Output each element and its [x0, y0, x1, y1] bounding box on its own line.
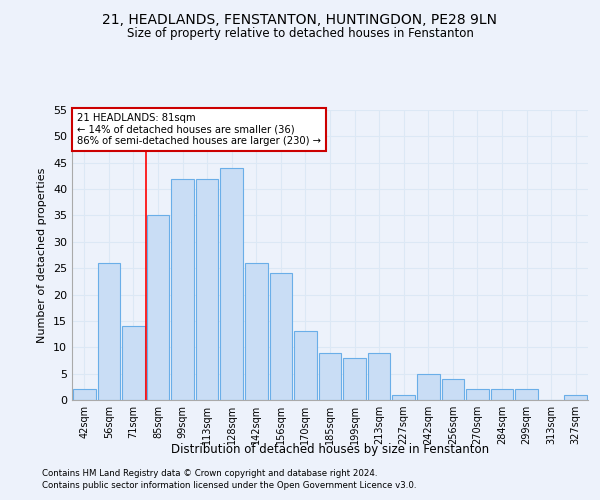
Bar [343, 358, 366, 400]
Text: Contains HM Land Registry data © Crown copyright and database right 2024.: Contains HM Land Registry data © Crown c… [42, 468, 377, 477]
Bar [98, 263, 120, 400]
Bar [269, 274, 292, 400]
Bar [294, 332, 317, 400]
Bar [392, 394, 415, 400]
Bar [196, 178, 218, 400]
Text: Size of property relative to detached houses in Fenstanton: Size of property relative to detached ho… [127, 28, 473, 40]
Bar [491, 390, 514, 400]
Bar [73, 390, 95, 400]
Bar [565, 394, 587, 400]
Bar [146, 216, 169, 400]
Bar [245, 263, 268, 400]
Bar [417, 374, 440, 400]
Bar [122, 326, 145, 400]
Bar [466, 390, 489, 400]
Bar [319, 352, 341, 400]
Bar [171, 178, 194, 400]
Bar [220, 168, 243, 400]
Text: Distribution of detached houses by size in Fenstanton: Distribution of detached houses by size … [171, 442, 489, 456]
Bar [368, 352, 391, 400]
Bar [515, 390, 538, 400]
Text: Contains public sector information licensed under the Open Government Licence v3: Contains public sector information licen… [42, 481, 416, 490]
Text: 21, HEADLANDS, FENSTANTON, HUNTINGDON, PE28 9LN: 21, HEADLANDS, FENSTANTON, HUNTINGDON, P… [103, 12, 497, 26]
Y-axis label: Number of detached properties: Number of detached properties [37, 168, 47, 342]
Bar [442, 379, 464, 400]
Text: 21 HEADLANDS: 81sqm
← 14% of detached houses are smaller (36)
86% of semi-detach: 21 HEADLANDS: 81sqm ← 14% of detached ho… [77, 113, 321, 146]
